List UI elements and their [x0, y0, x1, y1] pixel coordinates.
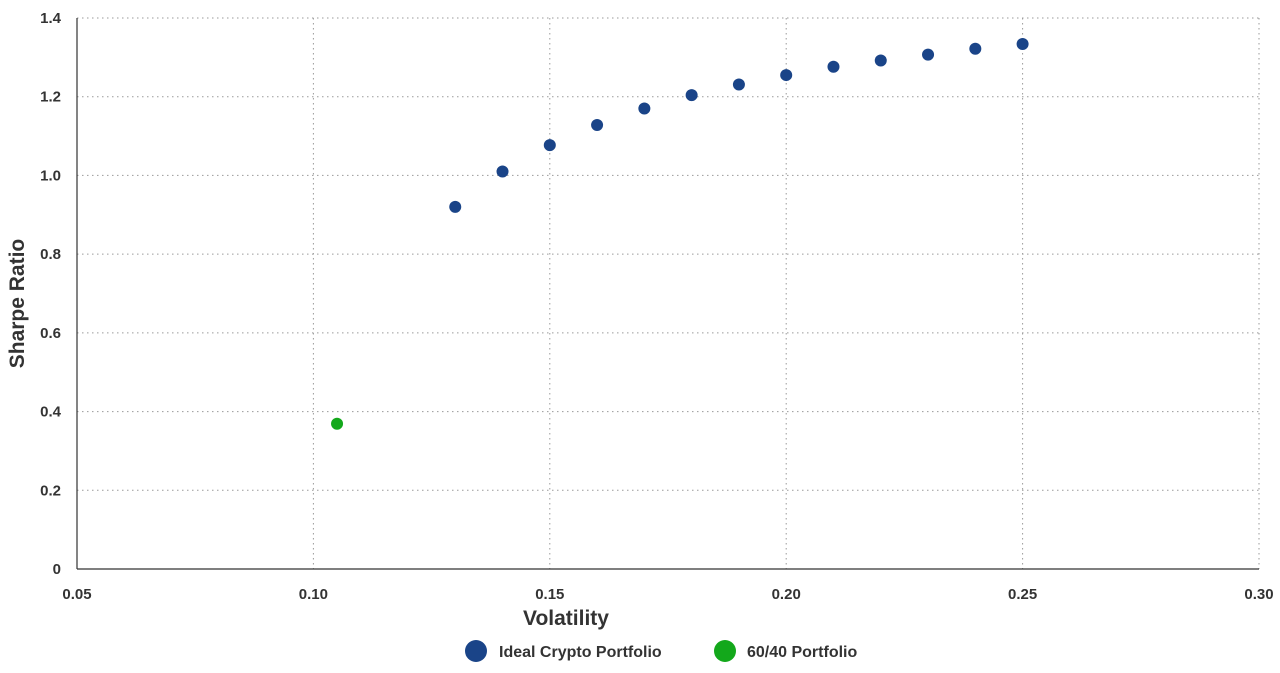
ideal-crypto-point [874, 54, 887, 67]
y-tick-label: 0.2 [40, 482, 61, 499]
ideal-crypto-point [543, 139, 556, 152]
x-tick-label: 0.05 [62, 586, 91, 603]
ideal-crypto-point [969, 42, 982, 55]
ideal-crypto-point [780, 69, 793, 82]
legend-marker [714, 640, 736, 662]
y-tick-label: 1.0 [40, 167, 61, 184]
y-tick-label: 1.4 [40, 10, 62, 27]
x-tick-label: 0.15 [535, 586, 564, 603]
y-tick-label: 0 [53, 561, 61, 578]
ideal-crypto-point [922, 48, 935, 61]
x-axis-title: Volatility [523, 607, 609, 630]
ideal-crypto-point [685, 89, 698, 102]
data-points [331, 37, 1029, 430]
x-tick-label: 0.30 [1244, 586, 1273, 603]
x-tick-label: 0.20 [772, 586, 801, 603]
ideal-crypto-point [827, 60, 840, 73]
ideal-crypto-point [1016, 37, 1029, 50]
axes [76, 18, 1259, 570]
legend-marker [465, 640, 487, 662]
grid-lines [77, 17, 1260, 569]
legend-label: Ideal Crypto Portfolio [499, 644, 662, 661]
legend: Ideal Crypto Portfolio 60/40 Portfolio [465, 640, 857, 662]
legend-label: 60/40 Portfolio [747, 644, 857, 661]
ideal-crypto-point [496, 165, 509, 178]
y-tick-label: 0.4 [40, 404, 62, 421]
tick-labels: 0.05 0.10 0.15 0.20 0.25 0.30 0 0.2 0.4 0.6 0.8 1.0… [40, 10, 1273, 603]
x-tick-label: 0.10 [299, 586, 328, 603]
sixty-forty-point [331, 417, 344, 430]
ideal-crypto-point [591, 119, 604, 132]
ideal-crypto-point [449, 200, 462, 213]
ideal-crypto-point [638, 102, 651, 115]
y-tick-label: 0.8 [40, 246, 61, 263]
x-tick-label: 0.25 [1008, 586, 1037, 603]
ideal-crypto-point [732, 78, 745, 91]
y-axis-title: Sharpe Ratio [6, 239, 29, 369]
y-tick-label: 1.2 [40, 89, 61, 106]
y-tick-label: 0.6 [40, 325, 61, 342]
